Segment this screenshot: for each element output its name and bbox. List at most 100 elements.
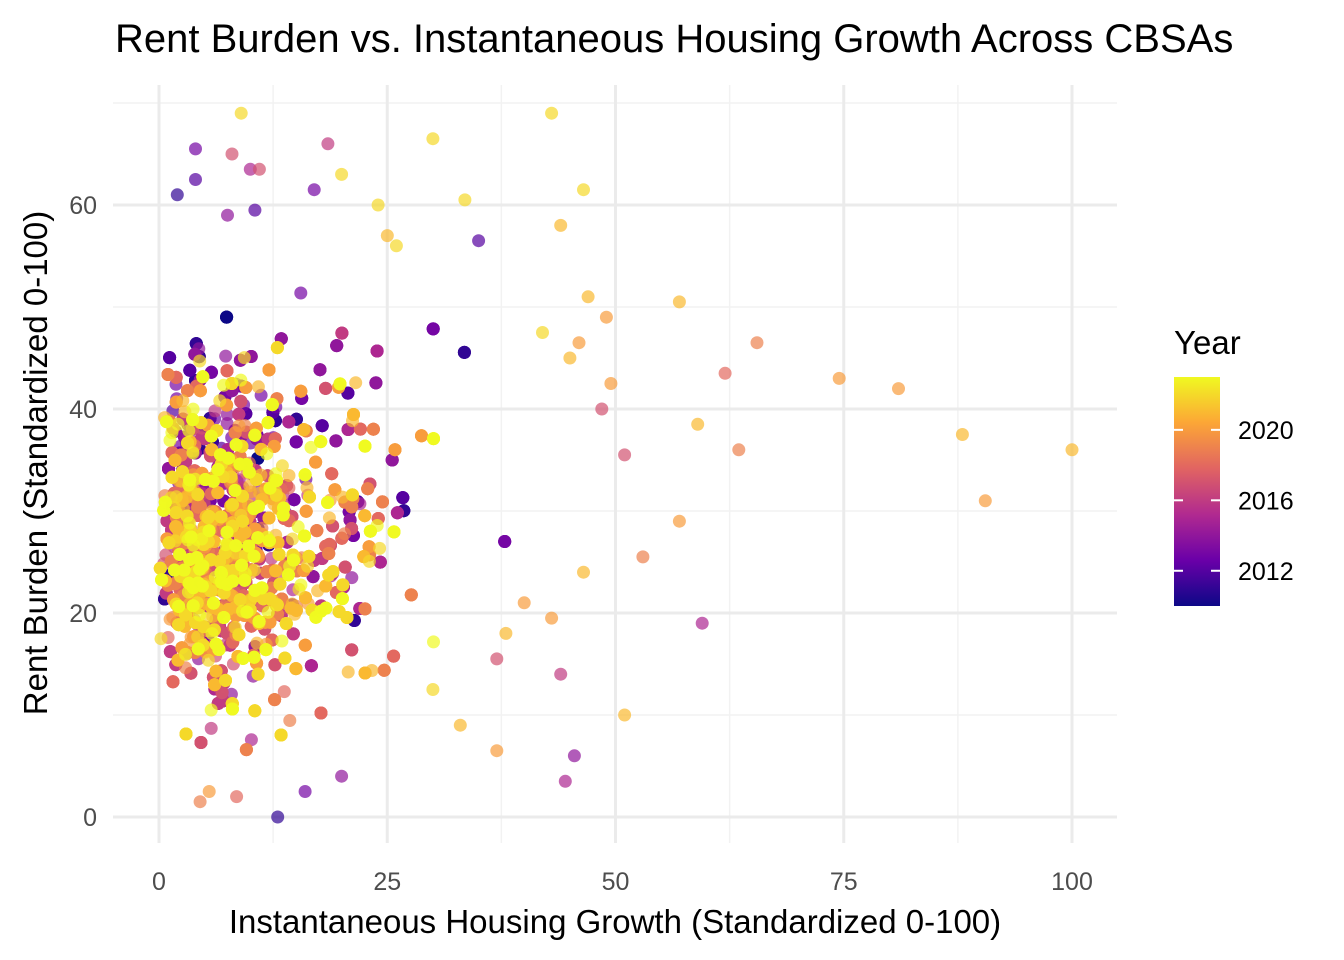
data-point	[361, 482, 375, 496]
data-point	[163, 645, 177, 659]
legend-tick-label: 2020	[1238, 417, 1294, 445]
data-point	[172, 599, 186, 613]
data-point	[201, 653, 215, 667]
legend-ticks: 2012 2016 2020	[1174, 417, 1294, 586]
data-point	[427, 432, 440, 446]
data-point	[341, 386, 355, 400]
data-point	[329, 434, 343, 448]
x-axis-title: Instantaneous Housing Growth (Standardiz…	[229, 903, 1001, 940]
data-point	[232, 407, 246, 421]
data-point	[285, 532, 299, 546]
data-point	[732, 443, 746, 457]
legend-title: Year	[1174, 324, 1241, 361]
data-point	[260, 447, 274, 461]
data-point	[345, 488, 359, 502]
data-point	[268, 658, 282, 672]
data-point	[177, 563, 191, 577]
y-axis-title: Rent Burden (Standardized 0-100)	[17, 211, 54, 715]
chart-title: Rent Burden vs. Instantaneous Housing Gr…	[115, 17, 1233, 61]
data-point	[377, 663, 391, 677]
data-point	[250, 636, 264, 650]
data-point	[169, 490, 183, 504]
data-point	[251, 667, 265, 681]
data-point	[370, 344, 384, 358]
data-point	[169, 520, 183, 534]
data-point	[225, 702, 239, 716]
data-point	[404, 588, 418, 602]
data-point	[832, 371, 846, 385]
data-point	[240, 605, 254, 619]
data-point	[618, 708, 632, 722]
data-point	[191, 500, 205, 514]
data-point	[195, 532, 209, 546]
data-point	[202, 524, 216, 538]
data-point	[211, 463, 225, 476]
data-point	[385, 453, 399, 467]
data-point	[191, 576, 205, 590]
data-point	[347, 408, 360, 421]
y-tick-label: 40	[69, 396, 97, 424]
data-point	[256, 592, 270, 606]
data-point	[183, 516, 196, 530]
x-tick-label: 75	[830, 868, 858, 896]
data-point	[336, 490, 349, 504]
data-point	[336, 578, 350, 592]
data-point	[209, 637, 223, 651]
data-point	[1065, 443, 1079, 457]
data-point	[581, 290, 595, 304]
data-point	[262, 511, 276, 525]
data-point	[181, 384, 194, 398]
data-point	[186, 446, 200, 460]
data-point	[220, 310, 234, 324]
data-point	[563, 351, 577, 365]
data-point	[283, 714, 297, 727]
data-point	[289, 603, 303, 617]
data-point	[193, 384, 207, 398]
data-point	[162, 536, 176, 550]
data-point	[204, 429, 218, 443]
data-point	[213, 394, 227, 408]
data-point	[238, 573, 252, 587]
data-point	[160, 415, 174, 429]
data-point	[234, 106, 248, 120]
data-point	[232, 628, 246, 642]
data-point	[186, 599, 200, 613]
data-point	[274, 728, 288, 742]
data-point	[211, 486, 225, 500]
data-point	[358, 666, 372, 680]
data-point	[281, 568, 295, 582]
data-point	[279, 617, 293, 630]
data-point	[338, 527, 352, 541]
data-point	[269, 564, 283, 578]
legend-tick-label: 2016	[1238, 487, 1294, 515]
data-point	[242, 465, 256, 479]
data-point	[247, 650, 261, 664]
data-point	[536, 326, 549, 339]
data-point	[220, 525, 234, 539]
data-point	[415, 429, 428, 443]
data-point	[302, 549, 316, 563]
data-point	[238, 525, 252, 539]
data-point	[248, 704, 262, 718]
data-point	[229, 438, 243, 452]
data-point	[225, 498, 239, 512]
data-point	[243, 162, 257, 176]
data-point	[353, 422, 367, 436]
data-point	[289, 435, 303, 449]
data-point	[310, 524, 324, 538]
data-point	[294, 578, 308, 592]
data-point	[220, 408, 234, 421]
data-point	[358, 509, 372, 523]
data-point	[186, 413, 200, 427]
data-point	[718, 366, 732, 380]
y-tick-label: 0	[83, 804, 97, 832]
data-point	[388, 443, 402, 457]
data-point	[230, 790, 244, 804]
data-point	[196, 370, 210, 384]
data-point	[389, 239, 403, 253]
data-point	[265, 398, 279, 412]
data-point	[239, 743, 253, 757]
data-point	[219, 349, 233, 363]
data-point	[271, 810, 285, 824]
x-tick-label: 25	[373, 868, 401, 896]
